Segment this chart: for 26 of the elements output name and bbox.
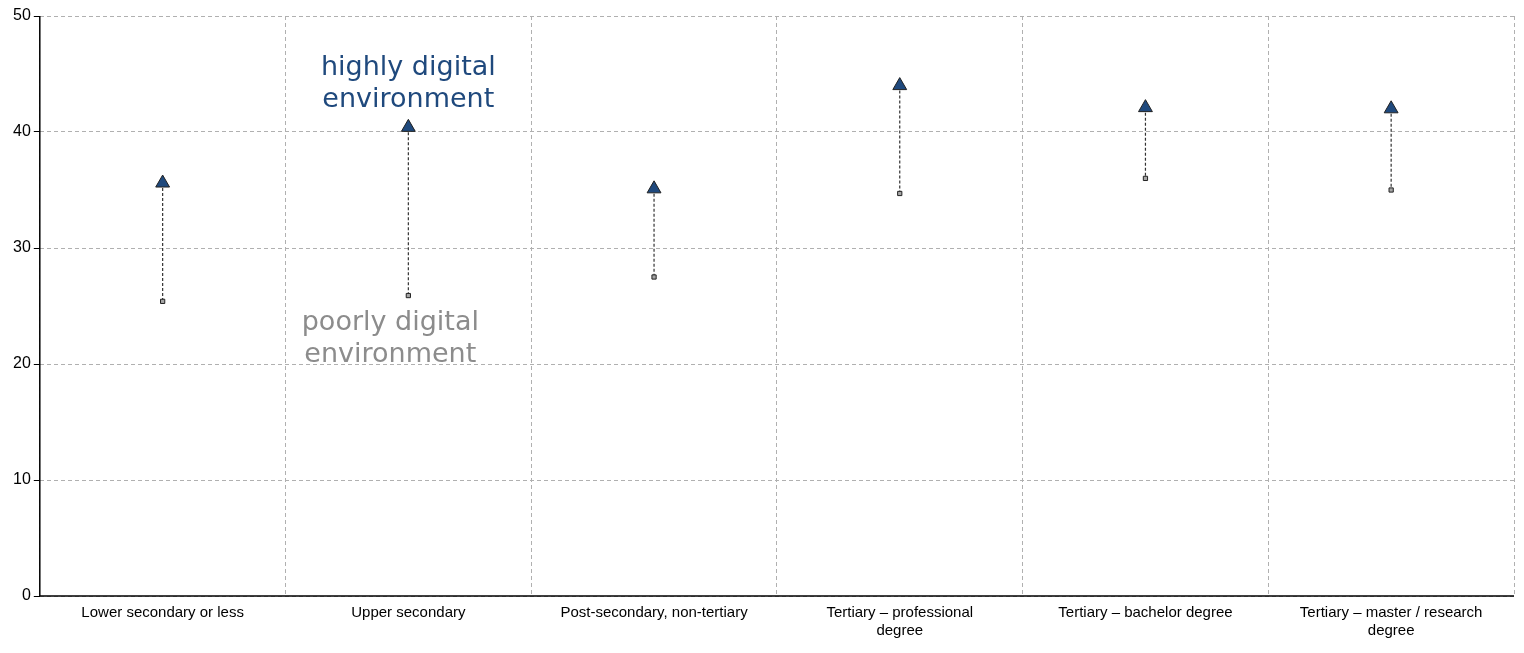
- x-tick-label: Tertiary – bachelor degree: [1058, 603, 1233, 621]
- y-tick-label: 20: [13, 354, 31, 372]
- y-tick-label: 40: [13, 122, 31, 140]
- x-tick-label: Lower secondary or less: [81, 603, 244, 621]
- point: [646, 180, 662, 194]
- point: [1142, 175, 1149, 182]
- point: [897, 190, 903, 197]
- point: [400, 118, 416, 132]
- series-label: poorly digital environment: [301, 305, 479, 369]
- point: [1383, 100, 1399, 114]
- y-tick-label: 50: [13, 6, 31, 24]
- point: [651, 274, 657, 280]
- point: [1138, 99, 1153, 113]
- point: [892, 77, 908, 91]
- point: [405, 292, 411, 299]
- x-tick-label: Tertiary – professional degree: [826, 603, 974, 639]
- x-tick-label: Post-secondary, non-tertiary: [560, 603, 749, 621]
- y-tick-label: 0: [21, 586, 31, 604]
- point: [155, 174, 171, 188]
- y-tick-label: 10: [13, 470, 31, 488]
- series-label: highly digital environment: [320, 49, 496, 113]
- point: [1388, 187, 1394, 193]
- x-tick-label: Upper secondary: [351, 603, 466, 621]
- x-tick-label: Tertiary – master / research degree: [1299, 603, 1483, 639]
- point: [160, 298, 166, 304]
- y-tick-label: 30: [13, 238, 31, 256]
